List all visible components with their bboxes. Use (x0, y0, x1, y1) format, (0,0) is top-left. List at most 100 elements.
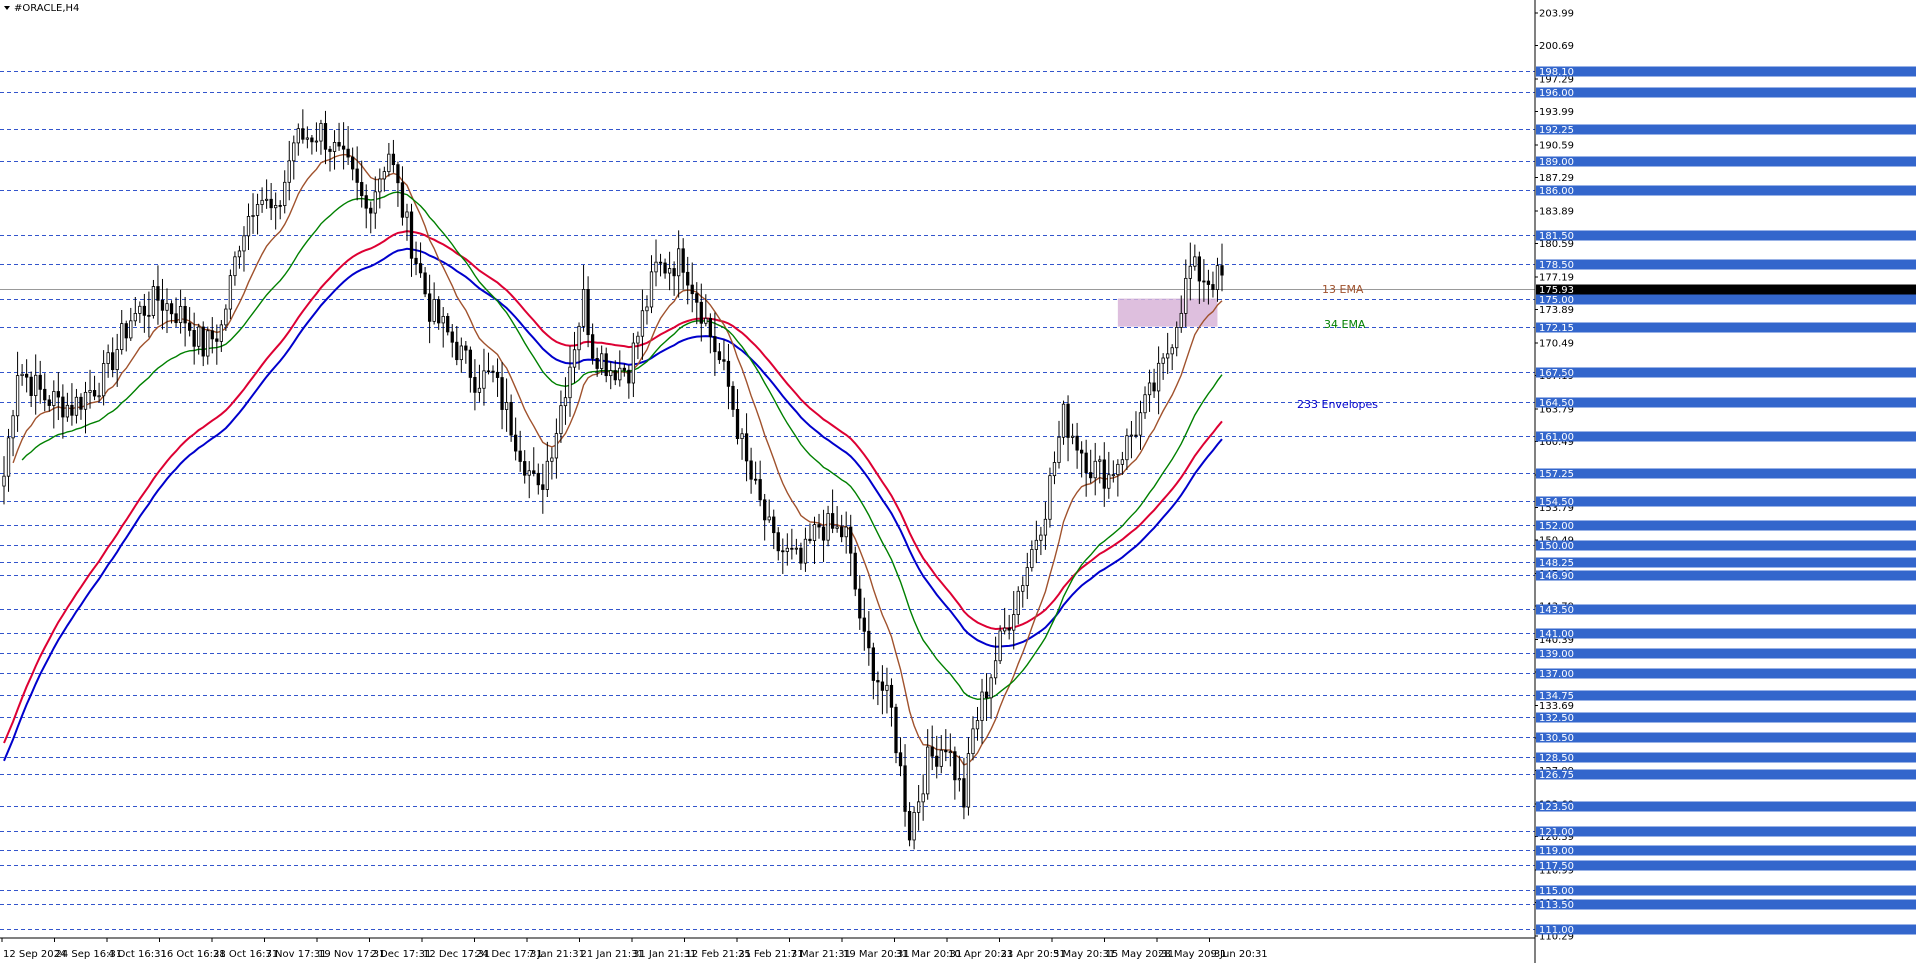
candle-body (129, 320, 133, 339)
indicator-label: 34 EMA (1324, 318, 1366, 331)
candle-body (43, 388, 47, 401)
level-label: 181.50 (1539, 231, 1574, 242)
x-tick-label: 25 Feb 21:31 (738, 949, 804, 960)
level-label-bg (1536, 322, 1916, 333)
candle-body (975, 720, 980, 730)
candle-body (862, 617, 866, 632)
current-price-bg (1536, 284, 1916, 295)
candle-body (427, 293, 432, 322)
candle-body (255, 204, 260, 216)
candle-body (953, 751, 957, 781)
candle-body (717, 351, 722, 361)
level-label: 198.10 (1539, 67, 1574, 78)
candle-body (776, 532, 780, 552)
y-tick-label: 173.89 (1539, 305, 1574, 316)
candle-body (690, 284, 694, 295)
candle-body (649, 271, 654, 308)
level-label: 126.75 (1539, 770, 1574, 781)
level-label: 196.00 (1539, 88, 1574, 99)
candle-body (926, 746, 930, 795)
candle-body (1206, 280, 1211, 285)
candle-body (387, 153, 391, 173)
y-tick-label: 200.69 (1539, 41, 1574, 52)
candle-body (1093, 460, 1097, 479)
candle-body (264, 198, 269, 201)
candle-body (337, 142, 341, 147)
candle-body (600, 353, 604, 369)
candle-body (808, 538, 812, 541)
candle-body (504, 402, 509, 410)
candle-body (1161, 357, 1165, 364)
candle-body (1175, 326, 1179, 349)
candle-body (903, 765, 907, 812)
candle-body (468, 349, 473, 378)
candle-body (314, 140, 319, 143)
candle-body (1079, 449, 1084, 454)
candle-body (455, 341, 459, 361)
candle-body (812, 524, 817, 541)
candle-body (432, 299, 436, 322)
candle-body (1116, 463, 1120, 476)
level-label-bg (1536, 570, 1916, 581)
level-label-bg (1536, 732, 1916, 743)
candle-body (880, 681, 885, 691)
candle-body (169, 303, 174, 315)
candle-body (446, 315, 450, 333)
level-label-bg (1536, 87, 1916, 98)
y-tick-label: 163.79 (1539, 404, 1574, 415)
candle-body (957, 778, 962, 781)
level-label: 161.00 (1539, 432, 1574, 443)
x-tick-label: 24 Dec 17:31 (476, 949, 543, 960)
candle-body (70, 404, 74, 416)
candle-body (188, 322, 192, 331)
level-label: 189.00 (1539, 157, 1574, 168)
level-label-bg (1536, 826, 1916, 837)
candle-body (1012, 614, 1016, 631)
candle-body (1188, 265, 1192, 279)
level-label-bg (1536, 845, 1916, 856)
level-label: 137.00 (1539, 669, 1574, 680)
candle-body (604, 353, 608, 377)
x-tick-label: 7 Nov 17:31 (266, 949, 327, 960)
candle-body (1057, 436, 1061, 463)
candle-body (677, 248, 681, 277)
y-tick-label: 190.59 (1539, 140, 1574, 151)
candle-body (523, 461, 527, 476)
candle-body (1039, 534, 1043, 541)
candle-body (627, 369, 631, 384)
level-label-bg (1536, 557, 1916, 568)
candle-body (11, 415, 15, 439)
candle-body (111, 352, 115, 371)
candle-body (106, 352, 110, 364)
candle-body (1193, 256, 1197, 267)
level-label: 113.50 (1539, 900, 1574, 911)
candle-body (400, 182, 405, 218)
level-label: 115.00 (1539, 886, 1574, 897)
candle-body (65, 404, 70, 418)
candle-body (328, 148, 332, 152)
candle-body (274, 205, 278, 209)
x-tick-label: 4 Oct 16:31 (108, 949, 167, 960)
level-label-bg (1536, 156, 1916, 167)
candle-body (989, 677, 993, 699)
level-label-bg (1536, 259, 1916, 270)
candle-body (916, 801, 921, 813)
candle-body (998, 630, 1002, 662)
y-tick-label: 133.69 (1539, 701, 1574, 712)
candle-body (133, 313, 137, 322)
triangle-down-icon[interactable] (4, 6, 10, 10)
envelope-upper-line (3, 230, 1223, 744)
candle-body (482, 370, 486, 389)
candle-body (758, 479, 762, 501)
candle-body (79, 396, 83, 410)
candle-body (355, 168, 359, 183)
candle-body (898, 752, 903, 767)
candle-body (341, 145, 346, 150)
candle-body (876, 680, 880, 683)
candle-body (61, 396, 65, 418)
y-tick-label: 177.19 (1539, 272, 1574, 283)
candle-body (826, 513, 830, 541)
candle-body (749, 460, 753, 480)
